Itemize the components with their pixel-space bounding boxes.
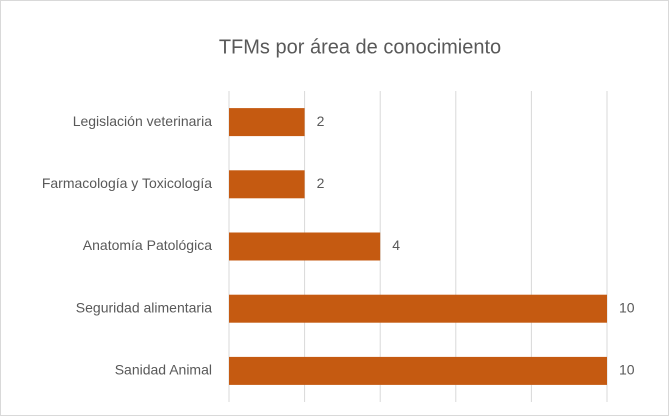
- data-label: 10: [619, 362, 635, 378]
- data-label: 4: [392, 237, 400, 253]
- y-tick-label: Anatomía Patológica: [83, 237, 212, 253]
- data-label: 10: [619, 299, 635, 315]
- y-tick-label: Sanidad Animal: [115, 362, 212, 378]
- bar: [229, 108, 305, 137]
- data-label: 2: [317, 113, 325, 129]
- bar: [229, 232, 381, 261]
- y-tick-label: Farmacología y Toxicología: [42, 175, 212, 191]
- data-label: 2: [317, 175, 325, 191]
- y-tick-label: Seguridad alimentaria: [76, 299, 212, 315]
- y-tick-label: Legislación veterinaria: [73, 113, 213, 129]
- bar: [229, 294, 607, 323]
- bar: [229, 356, 607, 385]
- bar: [229, 170, 305, 199]
- chart-title: TFMs por área de conocimiento: [219, 36, 501, 58]
